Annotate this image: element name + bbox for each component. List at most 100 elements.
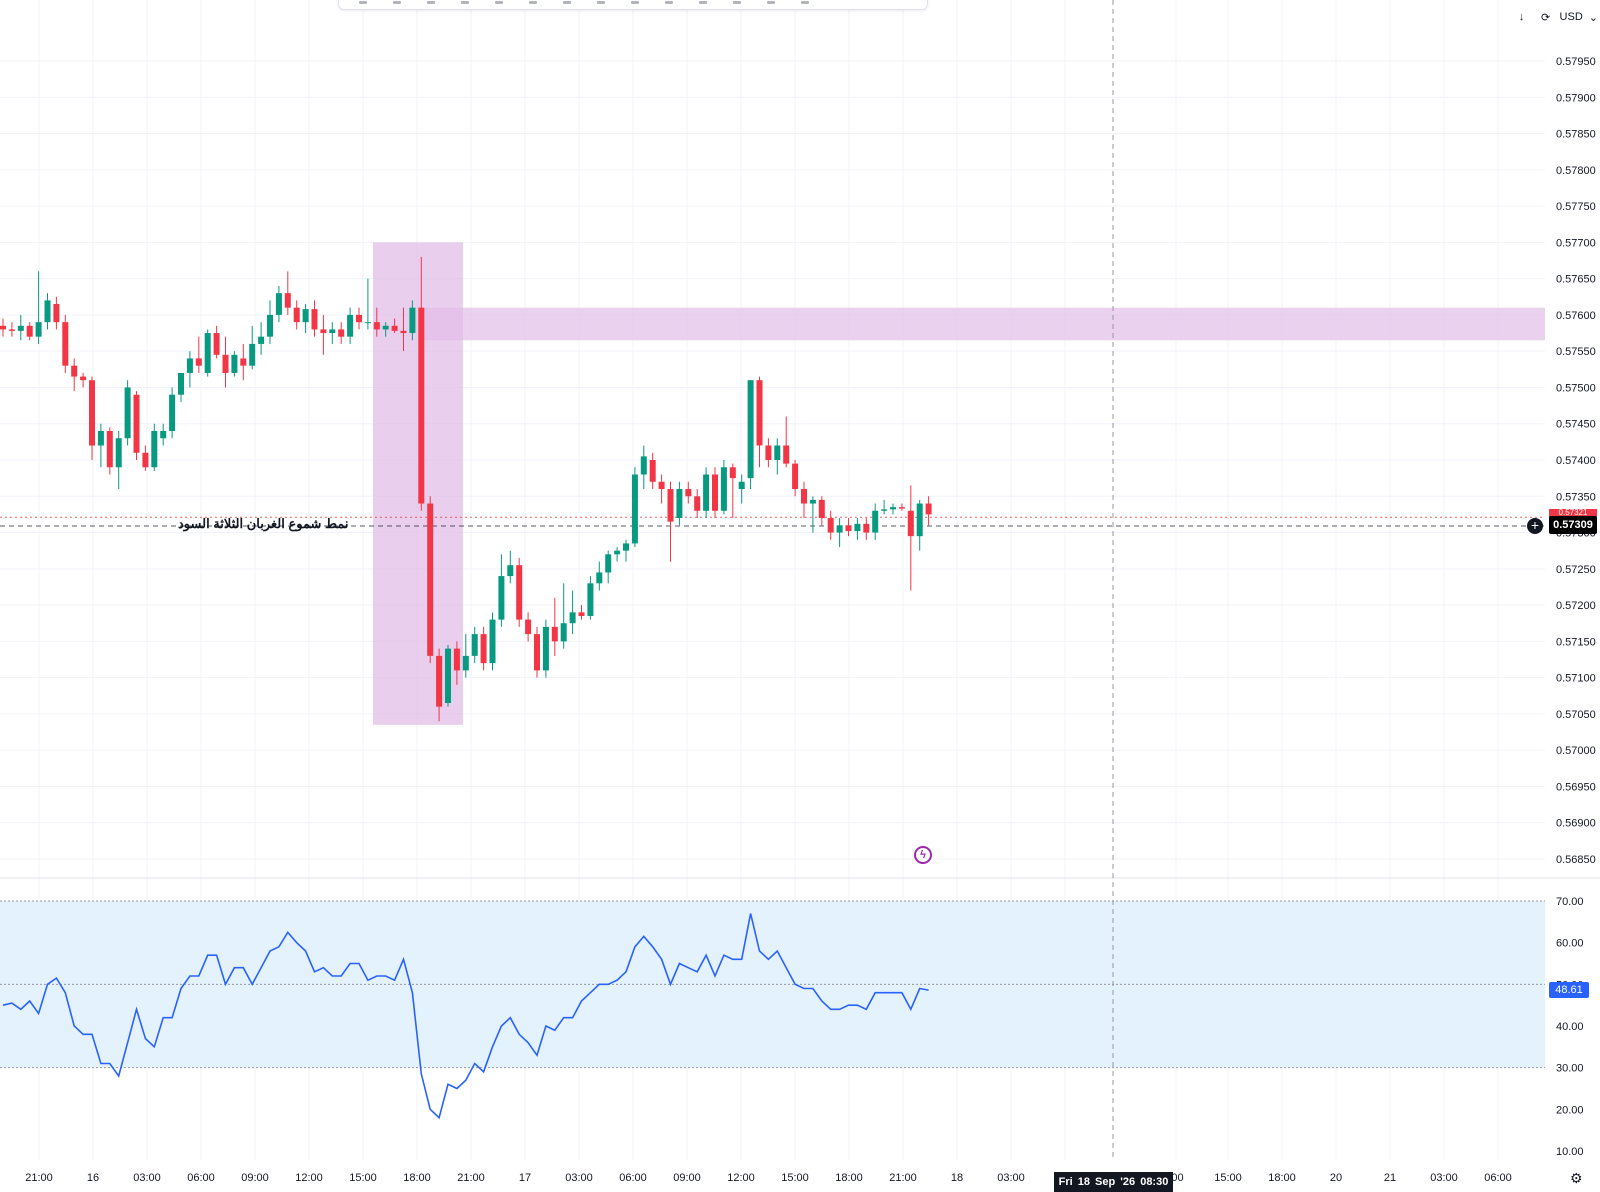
time-axis-label: 09:00: [673, 1172, 701, 1184]
toolbar-item[interactable]: [699, 0, 707, 4]
time-axis-label: 03:00: [1430, 1172, 1458, 1184]
candle-body: [400, 330, 407, 334]
time-axis-label: 21:00: [457, 1172, 485, 1184]
toolbar-item[interactable]: [461, 0, 469, 4]
candle-body: [311, 309, 318, 330]
candle-body: [186, 358, 193, 373]
candle-body: [631, 474, 638, 544]
candle-body: [320, 329, 327, 334]
candle-body: [614, 550, 621, 555]
time-axis-label: 18:00: [835, 1172, 863, 1184]
candle-body: [498, 576, 505, 620]
time-axis-label: 15:00: [349, 1172, 377, 1184]
toolbar-item[interactable]: [495, 0, 503, 4]
previous-price-badge: 0.57321: [1549, 509, 1597, 517]
toolbar-item[interactable]: [733, 0, 741, 4]
time-axis-label: 06:00: [1484, 1172, 1512, 1184]
candle-body: [409, 307, 416, 334]
candle-body: [124, 387, 131, 439]
toolbar-item[interactable]: [427, 0, 435, 4]
price-axis-label: 0.57600: [1556, 310, 1596, 322]
price-axis-label: 0.57050: [1556, 709, 1596, 721]
price-axis-label: 0.56950: [1556, 781, 1596, 793]
candle-body: [80, 376, 87, 381]
toolbar-item[interactable]: [631, 0, 639, 4]
candle-body: [106, 430, 113, 468]
toolbar-item[interactable]: [665, 0, 673, 4]
toolbar-item[interactable]: [597, 0, 605, 4]
candle-body: [480, 634, 487, 664]
time-axis-label: 12:00: [295, 1172, 323, 1184]
candle-body: [729, 467, 736, 479]
candle-body: [854, 523, 861, 532]
pattern-annotation[interactable]: نمط شموع الغربان الثلاثة السود: [178, 516, 349, 531]
candle-body: [516, 565, 523, 620]
toolbar-item[interactable]: [767, 0, 775, 4]
candle-body: [26, 325, 33, 337]
refresh-icon[interactable]: ⟳: [1540, 11, 1551, 24]
rsi-axis-label: 20.00: [1556, 1104, 1584, 1116]
candle-body: [329, 329, 336, 334]
gear-icon[interactable]: ⚙: [1570, 1170, 1583, 1186]
candle-body: [667, 489, 674, 522]
candle-body: [35, 322, 42, 337]
candle-body: [258, 336, 265, 344]
lightning-icon[interactable]: ϟ: [914, 846, 932, 864]
price-axis-label: 0.57700: [1556, 237, 1596, 249]
candle-body: [685, 489, 692, 497]
time-axis-label: 18:00: [1268, 1172, 1296, 1184]
candle-body: [569, 612, 576, 624]
price-axis-controls: ↓ ⟳ USD ⌄: [1512, 6, 1598, 28]
time-axis-label: 15:00: [781, 1172, 809, 1184]
candle-body: [792, 463, 799, 490]
toolbar-item[interactable]: [563, 0, 571, 4]
currency-selector[interactable]: USD ⌄: [1560, 7, 1598, 27]
candle-body: [898, 507, 905, 509]
candle-body: [649, 460, 656, 482]
candle-body: [338, 329, 345, 337]
candle-body: [62, 322, 69, 366]
candle-body: [703, 474, 710, 511]
current-price-badge: 0.57309: [1549, 516, 1597, 534]
candle-body: [836, 525, 843, 533]
price-axis-label: 0.57800: [1556, 165, 1596, 177]
toolbar-item[interactable]: [801, 0, 809, 4]
price-axis-label: 0.57750: [1556, 201, 1596, 213]
toolbar-item[interactable]: [393, 0, 401, 4]
price-axis-label: 0.57500: [1556, 382, 1596, 394]
candle-body: [0, 325, 6, 330]
price-axis-label: 0.57200: [1556, 600, 1596, 612]
toolbar-item[interactable]: [359, 0, 367, 4]
candle-body: [364, 322, 371, 324]
time-axis-label: 03:00: [565, 1172, 593, 1184]
candle-body: [142, 452, 149, 468]
candle-body: [436, 655, 443, 707]
candle-body: [525, 619, 532, 635]
time-axis-label: 20: [1330, 1172, 1342, 1184]
candle-body: [115, 438, 122, 468]
toolbar-item[interactable]: [529, 0, 537, 4]
candle-body: [809, 499, 816, 504]
price-axis-label: 0.57250: [1556, 564, 1596, 576]
price-axis-label: 0.56900: [1556, 818, 1596, 830]
price-axis-label: 0.57150: [1556, 636, 1596, 648]
time-axis-label: 21:00: [889, 1172, 917, 1184]
candle-body: [774, 445, 781, 460]
candle-body: [872, 510, 879, 533]
candle-body: [560, 623, 567, 642]
arrow-down-icon[interactable]: ↓: [1518, 11, 1525, 23]
price-axis-label: 0.57450: [1556, 419, 1596, 431]
rsi-axis-label: 30.00: [1556, 1063, 1584, 1075]
drawing-toolbar[interactable]: [338, 0, 928, 10]
time-axis-label: 18:00: [403, 1172, 431, 1184]
candle-body: [783, 445, 790, 464]
candle-body: [195, 358, 202, 366]
candle-body: [925, 503, 932, 515]
candle-body: [462, 655, 469, 671]
candle-body: [712, 474, 718, 511]
time-axis-label: 06:00: [619, 1172, 647, 1184]
add-alert-plus-icon[interactable]: +: [1527, 518, 1543, 534]
rsi-axis-label: 60.00: [1556, 938, 1584, 950]
